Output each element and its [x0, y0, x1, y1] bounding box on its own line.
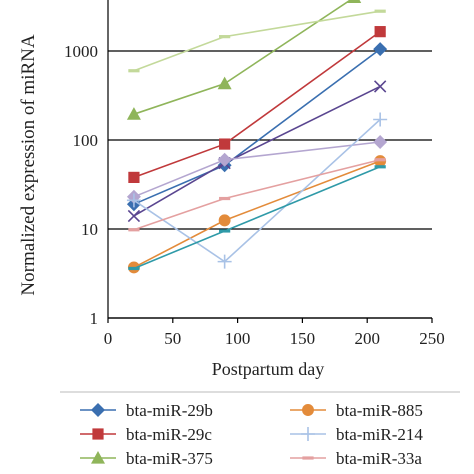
series-line [133, 0, 352, 115]
legend-marker [91, 451, 105, 464]
data-point [374, 158, 386, 162]
data-point [347, 0, 362, 4]
legend-label: bta-miR-33a [336, 449, 422, 468]
legend-marker [92, 428, 104, 440]
x-tick-label: 200 [354, 329, 380, 348]
y-tick-label: 10 [81, 220, 98, 239]
data-point [128, 69, 140, 73]
data-point [373, 42, 388, 57]
series-bta-miR-214 [126, 112, 388, 269]
data-point [374, 165, 386, 169]
legend-marker [302, 404, 314, 416]
data-point [217, 76, 232, 90]
legend: bta-miR-29b bta-miR-29c bta-miR-375 bta-miR… [80, 401, 423, 468]
legend-marker [91, 403, 105, 417]
y-tick-label: 1000 [64, 42, 98, 61]
x-axis-label: Postpartum day [212, 359, 325, 379]
legend-item: bta-miR-29c [80, 425, 212, 444]
series-bta-miR-375 [126, 0, 362, 120]
data-point [128, 171, 140, 183]
data-point [128, 266, 140, 271]
data-point [128, 228, 140, 232]
legend-label: bta-miR-29b [126, 401, 213, 420]
data-point [374, 9, 386, 13]
x-tick-label: 50 [164, 329, 181, 348]
legend-item: bta-miR-29b [80, 401, 213, 420]
x-tick-label: 0 [104, 329, 113, 348]
y-tick-label: 1 [90, 309, 99, 328]
data-point [219, 229, 231, 233]
data-point [126, 107, 141, 120]
series-unlabeled-3 [128, 9, 386, 73]
series-unlabeled-4 [127, 80, 387, 223]
data-point [217, 152, 232, 167]
x-tick-label: 150 [290, 329, 316, 348]
legend-item: bta-miR-885 [290, 401, 423, 420]
data-point [218, 214, 231, 227]
axes: 1 10 100 1000 0 50 100 150 200 250 [64, 0, 445, 348]
legend-marker [302, 456, 314, 460]
y-axis-label: Normalized expression of miRNA [18, 34, 39, 295]
series-bta-miR-29b [126, 42, 388, 212]
data-point [126, 193, 141, 208]
data-point [373, 80, 387, 93]
data-point [219, 138, 231, 150]
series-bta-miR-29c [128, 26, 386, 183]
legend-item: bta-miR-214 [290, 425, 423, 444]
legend-label: bta-miR-29c [126, 425, 212, 444]
legend-item: bta-miR-33a [290, 449, 422, 468]
series-line [133, 160, 381, 269]
data-point [374, 26, 386, 38]
data-point [127, 209, 141, 223]
data-point [373, 134, 388, 149]
data-point [373, 112, 388, 127]
x-tick-label: 250 [419, 329, 445, 348]
series-line [133, 85, 381, 217]
data-point [219, 35, 231, 39]
legend-label: bta-miR-885 [336, 401, 423, 420]
series-unlabeled-9 [128, 165, 386, 271]
legend-label: bta-miR-214 [336, 425, 423, 444]
series-bta-miR-33a [128, 158, 386, 232]
plot-area [108, 50, 432, 319]
x-tick-label: 100 [225, 329, 251, 348]
series-layer [126, 0, 388, 274]
series-unlabeled-5 [126, 134, 388, 204]
data-point [219, 196, 231, 201]
legend-label: bta-miR-375 [126, 449, 213, 468]
legend-marker [301, 427, 315, 441]
y-tick-label: 100 [73, 131, 99, 150]
legend-item: bta-miR-375 [80, 449, 213, 468]
data-point [217, 254, 232, 269]
